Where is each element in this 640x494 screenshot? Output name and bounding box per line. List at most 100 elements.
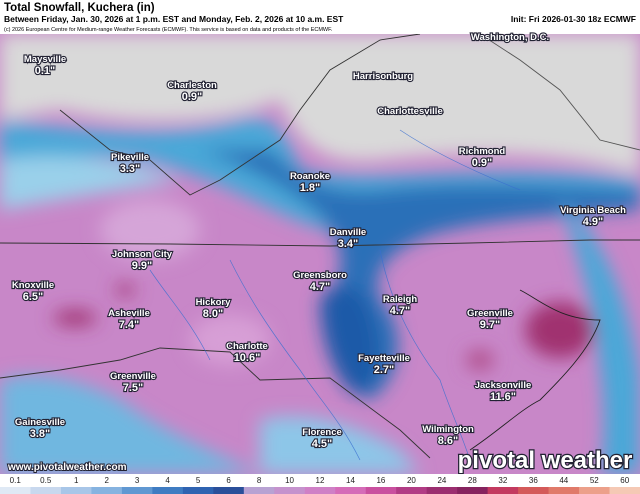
colorbar-label: 6 [226,476,231,485]
colorbar-label: 1 [74,476,79,485]
colorbar-swatch [274,487,306,494]
init-time: Init: Fri 2026-01-30 18z ECMWF [511,14,636,24]
colorbar-swatch [152,487,184,494]
colorbar-label: 4 [165,476,170,485]
colorbar-label: 8 [257,476,262,485]
colorbar-label: 32 [498,476,507,485]
colorbar-swatch [335,487,367,494]
city-value: 9.7" [480,319,501,331]
colorbar-label: 2 [104,476,109,485]
title: Total Snowfall, Kuchera (in) [4,2,155,14]
city-value: 2.7" [374,364,395,376]
city-value: 7.4" [119,319,140,331]
city-name: Harrisonburg [353,71,413,82]
city-value: 4.5" [312,438,333,450]
colorbar-label: 12 [316,476,325,485]
colorbar-label: 5 [196,476,201,485]
city-name: Pikeville [111,152,149,163]
city-name: Charlottesville [377,106,442,117]
city-name: Jacksonville [475,380,532,391]
copyright: (c) 2026 European Centre for Medium-rang… [4,27,333,33]
city-value: 3.4" [338,238,359,250]
city-name: Gainesville [15,417,65,428]
colorbar-swatch [182,487,214,494]
city-name: Johnson City [112,249,173,260]
colorbar-swatch [121,487,153,494]
city-name: Charleston [167,80,217,91]
colorbar-swatch [30,487,62,494]
watermark-brand: pivotal weather [458,447,633,474]
city-value: 0.9" [472,157,493,169]
colorbar-label: 3 [135,476,140,485]
colorbar-label: 0.5 [40,476,52,485]
colorbar-swatch [609,487,640,494]
colorbar-label: 44 [559,476,568,485]
colorbar-swatch [457,487,489,494]
colorbar-swatch [396,487,428,494]
city-name: Washington, D.C. [471,32,549,43]
city-value: 10.6" [234,352,261,364]
colorbar-swatch [0,487,31,494]
city-value: 9.9" [132,260,153,272]
city-value: 3.8" [30,428,51,440]
colorbar-swatch [487,487,519,494]
watermark-url: www.pivotalweather.com [7,462,127,473]
city-name: Charlotte [226,341,268,352]
city-name: Knoxville [12,280,54,291]
city-value: 0.9" [182,91,203,103]
city-value: 3.3" [120,163,141,175]
colorbar-label: 0.1 [10,476,22,485]
colorbar-swatch [518,487,550,494]
colorbar-swatch [365,487,397,494]
header-bar [0,0,640,34]
city-name: Fayetteville [358,353,410,364]
colorbar-label: 16 [376,476,385,485]
colorbar-swatch [426,487,458,494]
city-name: Wilmington [422,424,474,435]
city-name: Hickory [196,297,232,308]
colorbar-label: 20 [407,476,416,485]
colorbar-swatch [548,487,580,494]
city-value: 6.5" [23,291,44,303]
colorbar-label: 60 [620,476,629,485]
subtitle: Between Friday, Jan. 30, 2026 at 1 p.m. … [4,14,344,24]
colorbar-swatch [91,487,123,494]
colorbar-label: 52 [590,476,599,485]
city-name: Richmond [459,146,506,157]
colorbar-swatch [60,487,92,494]
colorbar-label: 10 [285,476,294,485]
colorbar: 0.1 0.5 1 2 3 4 5 6 8 10 12 14 16 20 24 28 32 36 44 52 60 [0,476,640,494]
colorbar-swatch [213,487,245,494]
city-value: 8.6" [438,435,459,447]
borders [0,33,640,459]
colorbar-label: 36 [529,476,538,485]
city-name: Raleigh [383,294,418,305]
city-value: 4.9" [583,216,604,228]
city-name: Asheville [108,308,150,319]
city-name: Maysville [24,54,66,65]
city-name: Greensboro [293,270,347,281]
colorbar-label: 14 [346,476,355,485]
rivers [149,129,521,461]
city-value: 0.1" [35,65,56,77]
colorbar-swatch [304,487,336,494]
city-value: 4.7" [390,305,411,317]
colorbar-swatch [579,487,611,494]
colorbar-label: 24 [437,476,446,485]
city-name: Florence [302,427,342,438]
city-value: 4.7" [310,281,331,293]
city-name: Greenville [110,371,156,382]
city-value: 11.6" [490,391,516,403]
city-value: 1.8" [300,182,321,194]
city-value: 8.0" [203,308,224,320]
snowfall-field [0,34,640,474]
city-name: Roanoke [290,171,330,182]
city-name: Danville [330,227,366,238]
city-value: 7.5" [123,382,144,394]
colorbar-label: 28 [468,476,477,485]
colorbar-swatch [243,487,275,494]
city-name: Virginia Beach [560,205,626,216]
city-name: Greenville [467,308,513,319]
